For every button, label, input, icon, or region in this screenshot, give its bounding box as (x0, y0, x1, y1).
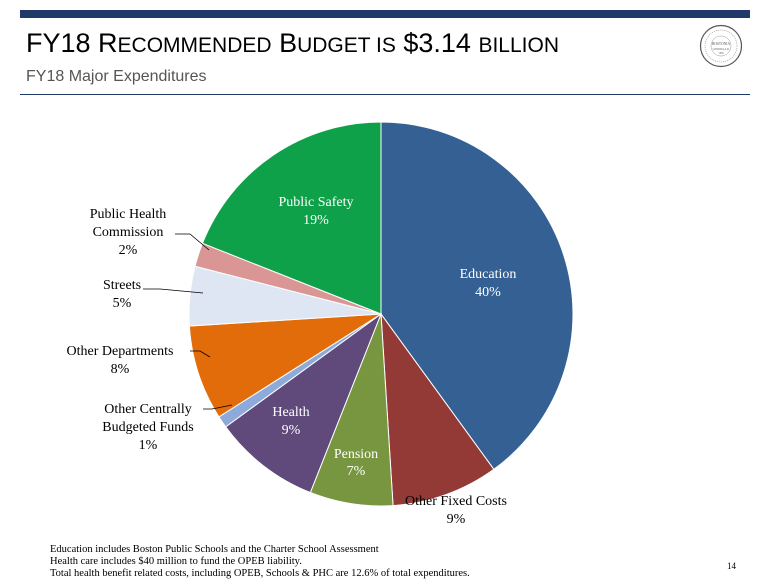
footnote-2: Health care includes $40 million to fund… (50, 556, 302, 567)
city-seal-icon: BOSTONIA CONDITA A.D. 1630 (699, 24, 743, 68)
slice-label-pension: Pension (334, 447, 378, 462)
slice-label-health: Health (272, 405, 309, 420)
slice-pct-other-departments: 8% (111, 362, 130, 377)
footnotes: Education includes Boston Public Schools… (50, 544, 470, 580)
slice-label-ocbf-line2: Budgeted Funds (102, 420, 193, 435)
slice-pct-phc: 2% (119, 243, 138, 258)
slice-pct-education: 40% (475, 285, 501, 300)
page-number: 14 (727, 561, 736, 571)
slice-pct-other-fixed-costs: 9% (447, 512, 466, 527)
pie-slice-education (380, 121, 574, 471)
slice-label-streets: Streets (103, 278, 141, 293)
footnote-3: Total health benefit related costs, incl… (50, 568, 470, 579)
slice-pct-public-safety: 19% (303, 213, 329, 228)
leader-line-streets (143, 288, 204, 294)
slice-pct-health: 9% (282, 423, 301, 438)
top-bar (20, 10, 750, 18)
pie-slice-public-safety (201, 121, 382, 315)
slice-label-other-fixed-costs: Other Fixed Costs (405, 494, 507, 509)
header-rule (20, 94, 750, 95)
slice-pct-streets: 5% (113, 296, 132, 311)
page-subtitle: FY18 Major Expenditures (26, 68, 207, 85)
pie-slice-health (224, 312, 383, 494)
page-title: FY18 RECOMMENDED BUDGET IS $3.14 BILLION (26, 28, 559, 58)
seal-text-2: CONDITA A.D. (713, 48, 730, 51)
pie-slice-other-fixed-costs (380, 312, 495, 507)
slice-label-education: Education (460, 267, 517, 282)
slice-label-ocbf-line1: Other Centrally (104, 402, 191, 417)
slice-label-public-safety: Public Safety (278, 195, 353, 210)
slice-pct-ocbf: 1% (139, 438, 158, 453)
footnote-1: Education includes Boston Public Schools… (50, 544, 379, 555)
slice-label-phc-line1: Public Health (90, 207, 167, 222)
slice-label-other-departments: Other Departments (67, 344, 174, 359)
leader-line-other-centrally-budgeted (203, 404, 233, 410)
pie-slice-other-departments (188, 313, 382, 418)
slice-label-phc-line2: Commission (93, 225, 164, 240)
seal-text-1: BOSTONIA (712, 42, 731, 46)
seal-text-3: 1630 (718, 52, 724, 55)
slice-pct-pension: 7% (347, 464, 366, 479)
leader-line-phc (175, 233, 210, 251)
leader-line-other-departments (190, 350, 211, 358)
